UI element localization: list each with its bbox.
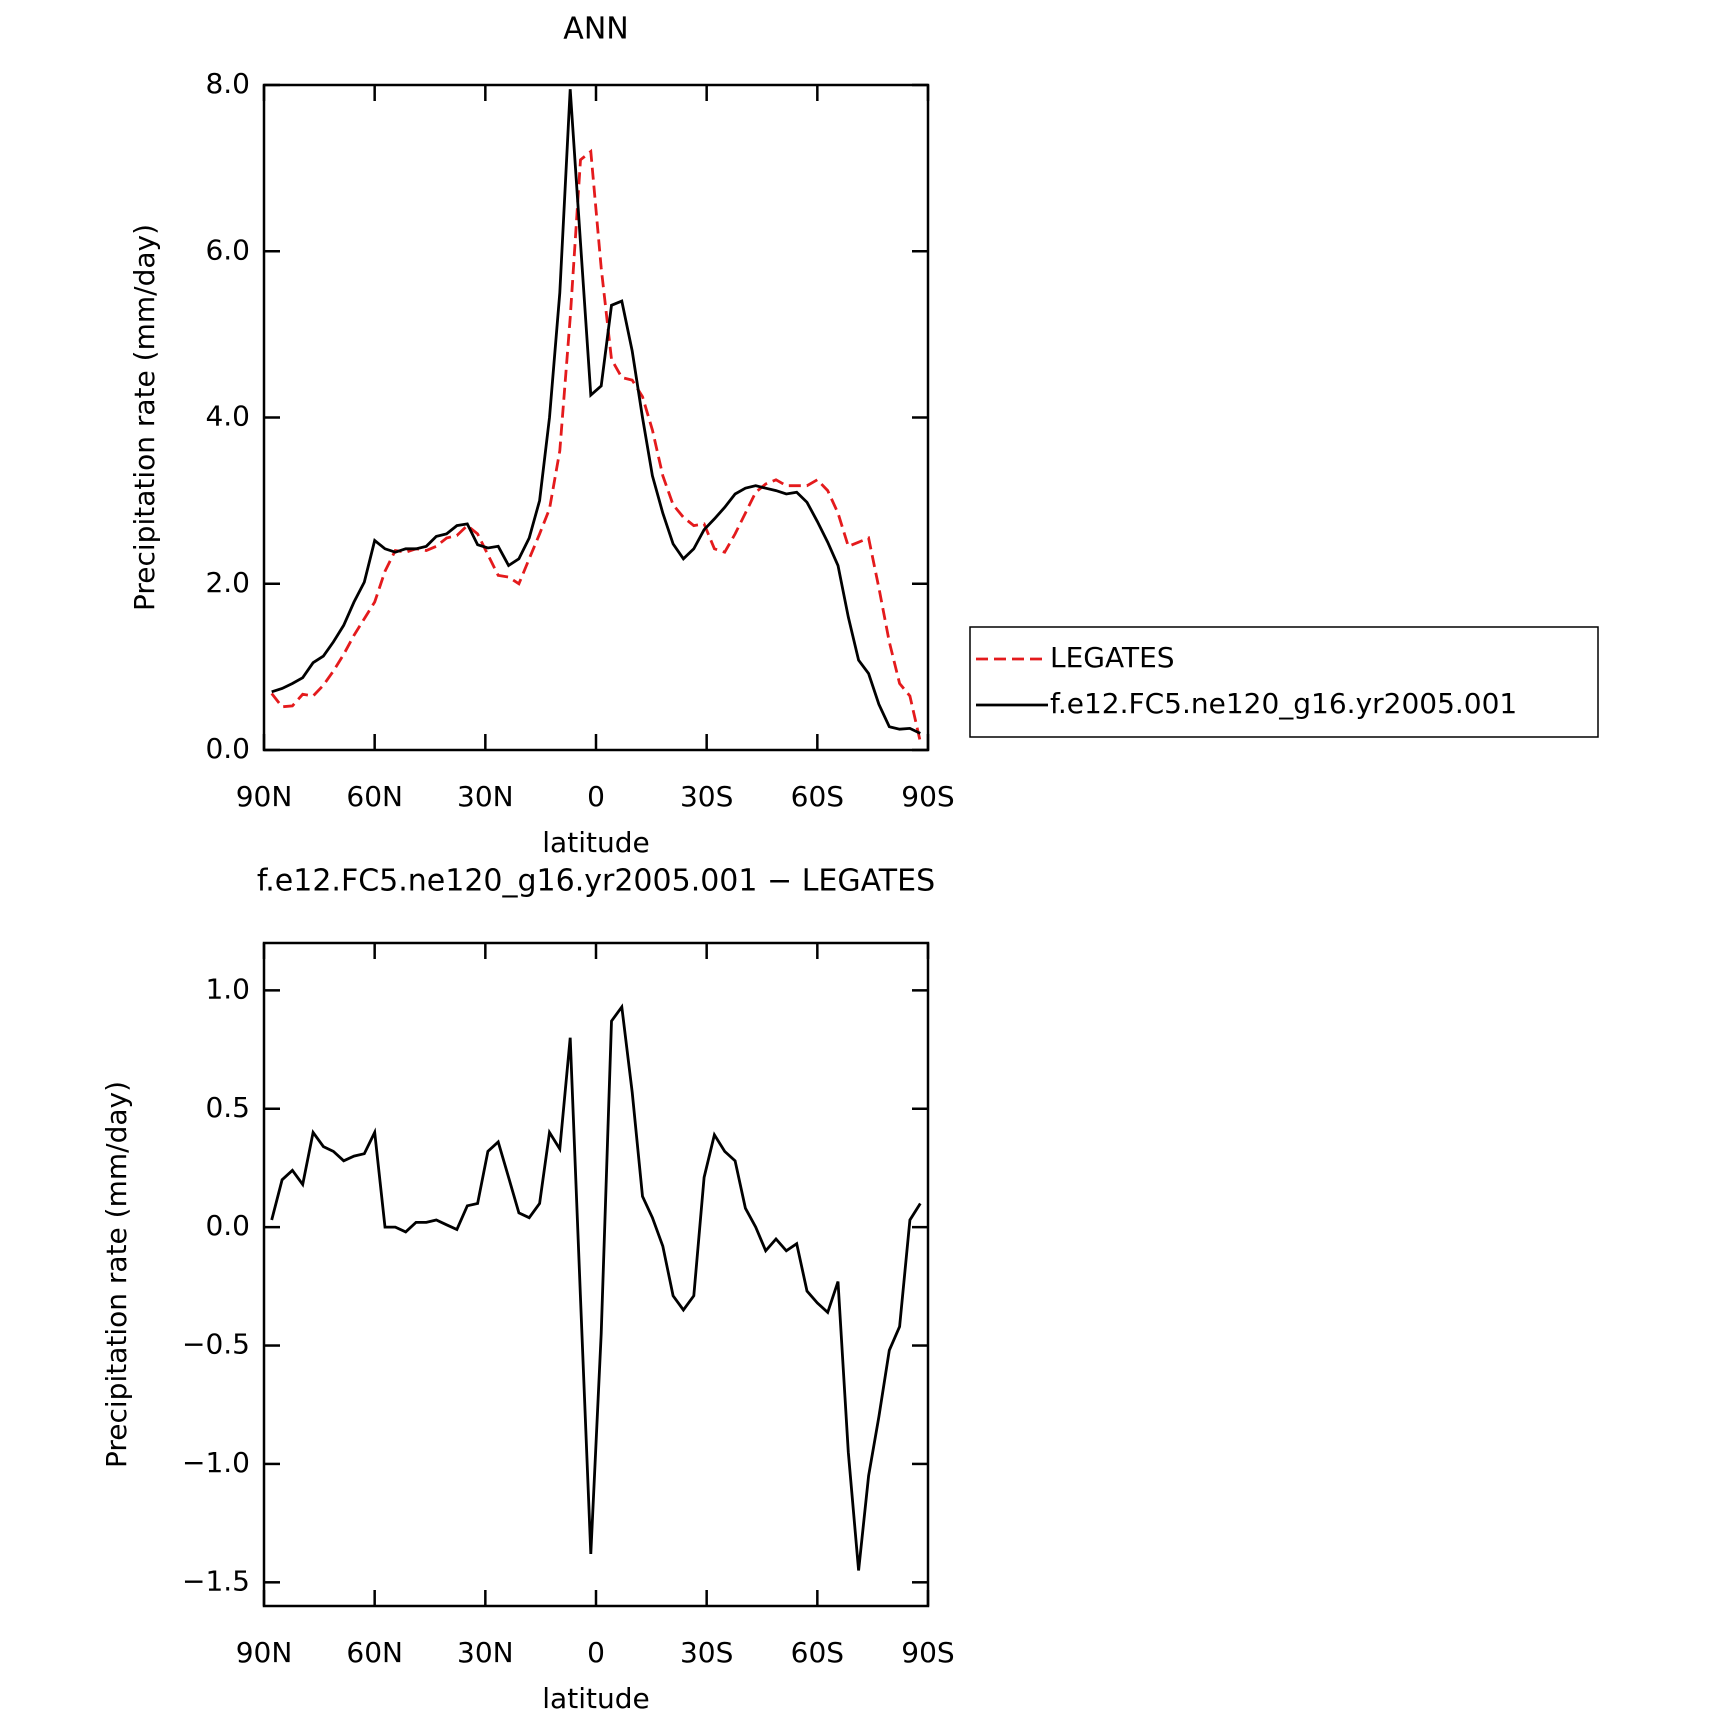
y-tick-label: −1.5 [182,1564,250,1597]
x-tick-label: 0 [587,780,605,813]
y-tick-label: 6.0 [205,233,250,266]
x-tick-label: 30N [457,780,514,813]
data-line [271,89,921,735]
x-tick-label: 60S [791,1636,844,1669]
x-tick-label: 60S [791,780,844,813]
x-tick-label: 60N [346,1636,403,1669]
y-tick-label: 2.0 [205,566,250,599]
y-tick-label: 4.0 [205,400,250,433]
data-line [270,148,922,743]
x-tick-label: 90S [901,780,954,813]
plot: f.e12.FC5.ne120_g16.yr2005.001 − LEGATES… [100,864,955,1716]
y-axis-label: Precipitation rate (mm/day) [128,224,161,611]
x-tick-label: 30S [680,1636,733,1669]
data-line [270,1003,922,1571]
y-tick-label: 1.0 [205,972,250,1005]
y-tick-label: 0.0 [205,732,250,765]
x-tick-label: 90N [236,1636,293,1669]
y-tick-label: −1.0 [182,1446,250,1479]
legend: LEGATES f.e12.FC5.ne120_g16.yr2005.001 [969,626,1599,738]
plot: ANN latitude Precipitation rate (mm/day) 0.… [128,12,955,860]
plot-frame [262,83,930,752]
plot-frame [262,941,930,1608]
x-tick-label: 60N [346,780,403,813]
x-axis-label: latitude [542,826,649,859]
y-tick-label: 0.0 [205,1209,250,1242]
y-tick-label: 0.5 [205,1091,250,1124]
y-tick-label: 8.0 [205,67,250,100]
x-tick-label: 30S [680,780,733,813]
y-axis-label: Precipitation rate (mm/day) [100,1081,133,1468]
x-tick-label: 90S [901,1636,954,1669]
chart-title: ANN [563,12,628,47]
legend-box [969,626,1599,738]
chart-title: f.e12.FC5.ne120_g16.yr2005.001 − LEGATES [257,864,935,899]
x-tick-label: 0 [587,1636,605,1669]
x-tick-label: 90N [236,780,293,813]
legend-label: f.e12.FC5.ne120_g16.yr2005.001 [1050,687,1517,720]
legend-label: LEGATES [1050,641,1175,674]
y-tick-label: −0.5 [182,1328,250,1361]
x-tick-label: 30N [457,1636,514,1669]
x-axis-label: latitude [542,1682,649,1715]
